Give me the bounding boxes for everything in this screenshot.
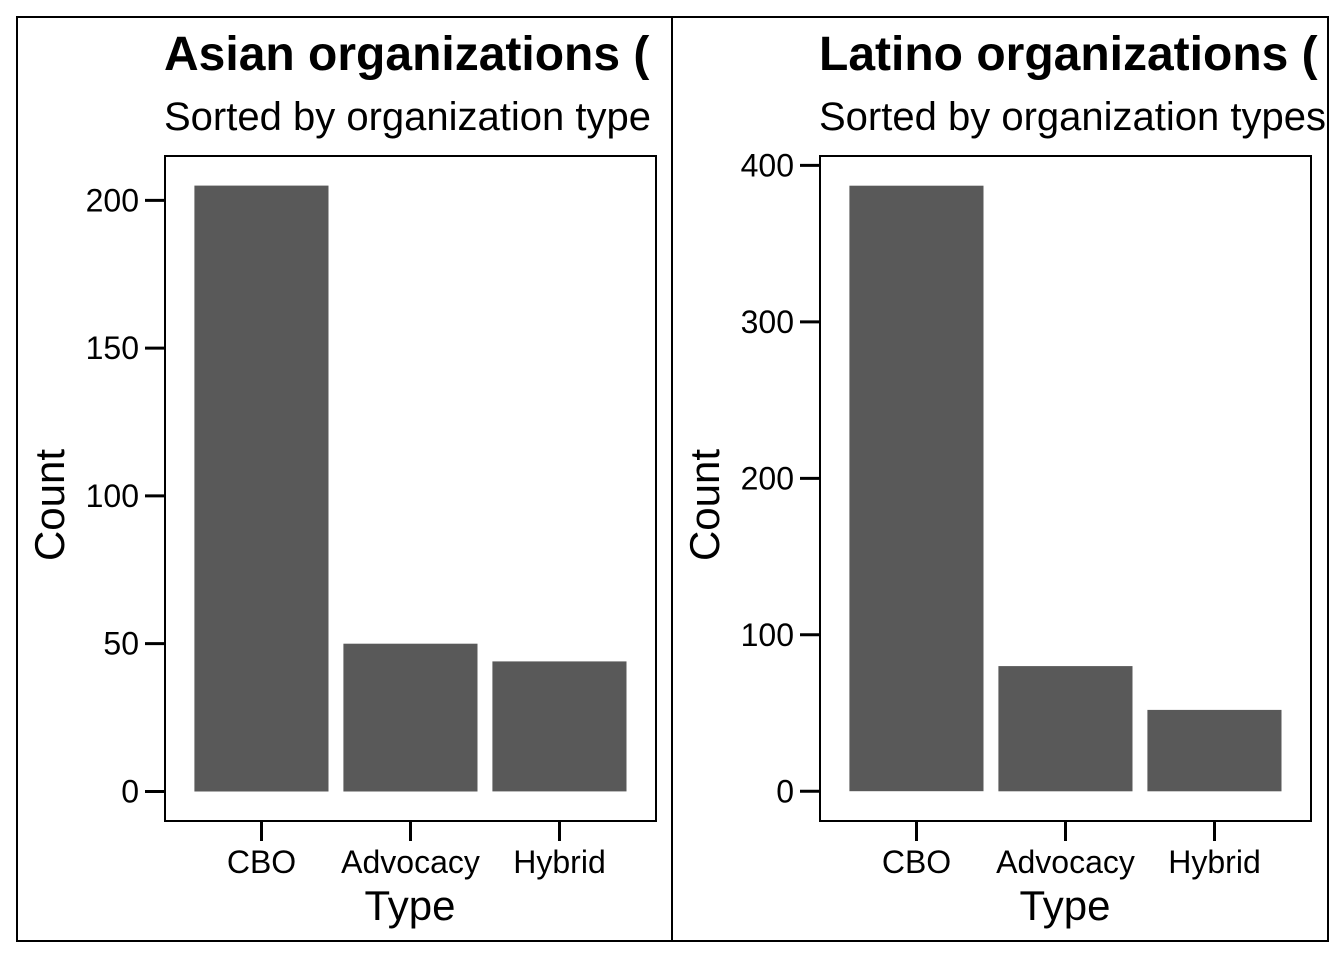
x-tick-label: Hybrid (1168, 844, 1260, 880)
bar-hybrid (1147, 709, 1282, 792)
bar-hybrid (492, 661, 627, 792)
chart-title: Latino organizations ( (819, 28, 1318, 81)
y-tick-label: 0 (776, 773, 794, 809)
chart-subtitle: Sorted by organization types (819, 95, 1326, 139)
plot-area: CBO Advocacy Hybrid 0 50 100 150 200 (86, 155, 657, 880)
x-tick-label: Advocacy (341, 844, 480, 880)
x-tick-label: CBO (882, 844, 951, 880)
plot-frame (164, 155, 657, 822)
y-axis-title: Count (681, 449, 728, 561)
y-tick-label: 200 (86, 182, 139, 218)
y-tick-label: 100 (86, 478, 139, 514)
y-tick-label: 200 (741, 460, 794, 496)
chart-asian: Asian organizations ( Sorted by organiza… (26, 28, 657, 929)
y-tick-label: 100 (741, 617, 794, 653)
y-tick-label: 300 (741, 304, 794, 340)
x-axis-title: Type (364, 882, 455, 929)
x-tick-label: Advocacy (996, 844, 1135, 880)
bar-cbo (849, 185, 984, 792)
chart-panel-latino: Latino organizations ( Sorted by organiz… (671, 16, 1329, 942)
chart-subtitle: Sorted by organization type (164, 95, 651, 139)
chart-latino: Latino organizations ( Sorted by organiz… (681, 28, 1326, 929)
x-tick-label: CBO (227, 844, 296, 880)
chart-title: Asian organizations ( (164, 28, 649, 81)
bar-advocacy (343, 643, 478, 792)
plot-frame (819, 155, 1312, 822)
bar-advocacy (998, 666, 1133, 792)
plot-area: CBO Advocacy Hybrid 0 100 200 300 400 (741, 147, 1312, 880)
y-tick-label: 150 (86, 330, 139, 366)
x-tick-label: Hybrid (513, 844, 605, 880)
chart-panel-asian: Asian organizations ( Sorted by organiza… (16, 16, 674, 942)
y-tick-label: 400 (741, 147, 794, 183)
x-axis-title: Type (1019, 882, 1110, 929)
y-tick-label: 50 (103, 626, 139, 662)
y-axis-title: Count (26, 449, 73, 561)
y-tick-label: 0 (121, 773, 139, 809)
bar-cbo (194, 185, 329, 792)
